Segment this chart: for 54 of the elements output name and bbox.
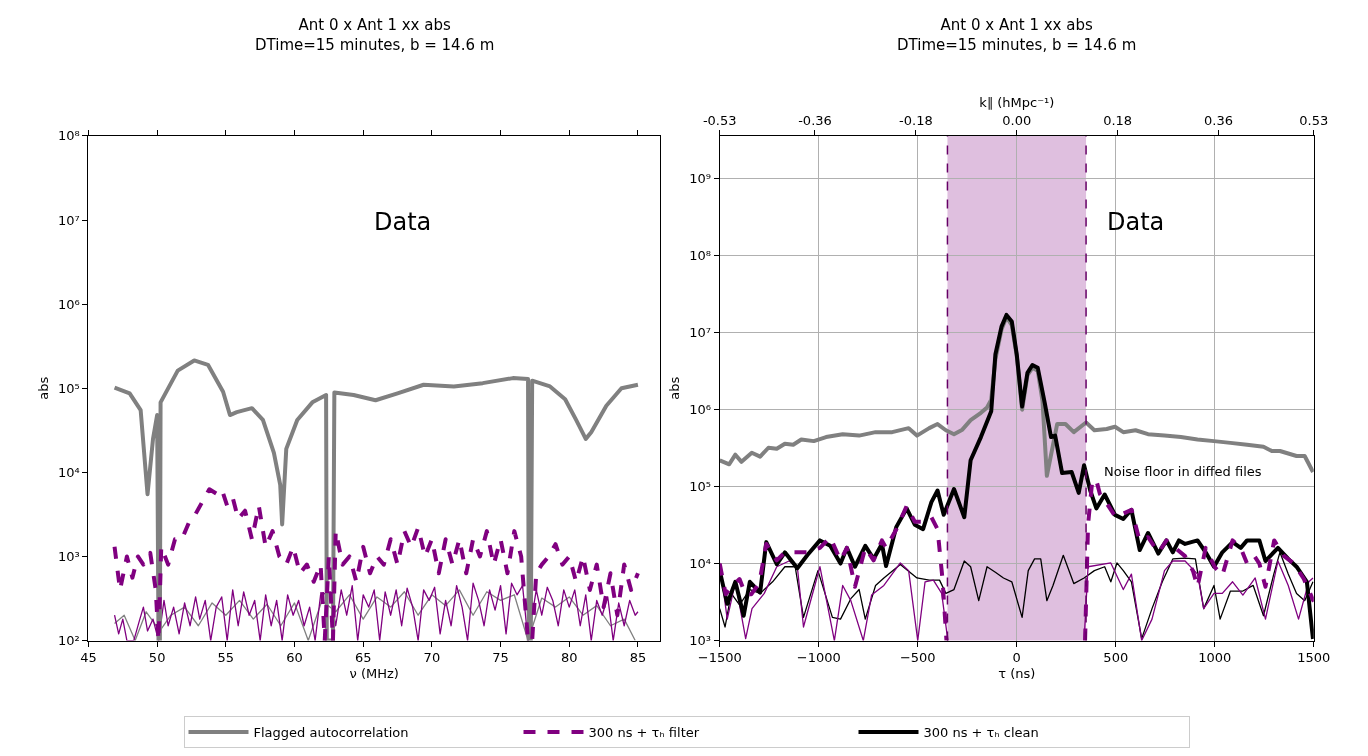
x-tick-label: −1000 [796, 650, 841, 666]
y-tick-label: 10⁹ [689, 171, 712, 187]
y-tick-label: 10⁸ [57, 128, 80, 144]
x-tick-label: 65 [354, 650, 372, 666]
legend-label: Flagged autocorrelation [253, 725, 409, 741]
y-tick-label: 10² [57, 633, 80, 649]
y-tick-label: 10⁴ [689, 556, 712, 572]
y-tick-label: 10⁵ [57, 380, 80, 396]
line-series [112, 487, 640, 641]
x-axis-title: ν (MHz) [349, 665, 399, 681]
x-tick-label: 85 [629, 650, 647, 666]
x-tick-label: 500 [1103, 650, 1129, 666]
y-tick-label: 10⁴ [57, 464, 80, 480]
x-tick-label: 1500 [1297, 650, 1331, 666]
y-tick-label: 10⁷ [689, 325, 712, 341]
x2-tick-label: 0.53 [1299, 112, 1329, 128]
y-tick-label: 10⁶ [689, 402, 712, 418]
chart-title: Ant 0 x Ant 1 xx abs [940, 16, 1093, 34]
annotation: Data [374, 208, 432, 236]
x2-tick-label: 0.00 [1002, 112, 1032, 128]
chart-title: Ant 0 x Ant 1 xx abs [298, 16, 451, 34]
y-tick-label: 10⁷ [57, 212, 80, 228]
x-tick-label: 45 [80, 650, 97, 666]
x2-tick-label: -0.18 [899, 112, 933, 128]
annotation: Noise floor in diffed files [1104, 464, 1262, 479]
y-tick-label: 10⁸ [689, 248, 712, 264]
x-tick-label: 55 [217, 650, 235, 666]
y-tick-label: 10³ [689, 633, 712, 649]
y-axis-title: abs [35, 376, 51, 400]
y-tick-label: 10⁶ [57, 296, 80, 312]
legend-label: 300 ns + τₕ filter [588, 725, 700, 741]
x2-axis-title: k∥ (hMpc⁻¹) [979, 94, 1055, 110]
x-tick-label: 80 [560, 650, 578, 666]
x-tick-label: 60 [286, 650, 303, 666]
y-tick-label: 10³ [57, 549, 80, 564]
x-tick-label: 1000 [1198, 650, 1232, 666]
x-tick-label: −500 [899, 650, 936, 666]
chart-subtitle: DTime=15 minutes, b = 14.6 m [255, 35, 495, 54]
x-tick-label: 75 [492, 650, 509, 666]
annotation: Data [1107, 208, 1165, 236]
x2-tick-label: 0.18 [1103, 112, 1133, 128]
x2-tick-label: -0.53 [702, 112, 737, 128]
x2-tick-label: -0.36 [798, 112, 832, 128]
chart-subtitle: DTime=15 minutes, b = 14.6 m [897, 35, 1137, 54]
x2-tick-label: 0.36 [1204, 112, 1233, 128]
x-tick-label: 70 [423, 650, 441, 666]
x-tick-label: −1500 [697, 650, 742, 666]
y-axis-title: abs [667, 376, 683, 400]
x-tick-label: 50 [148, 650, 166, 666]
x-axis-title: τ (ns) [998, 665, 1036, 681]
y-tick-label: 10⁵ [689, 479, 712, 495]
line-series [112, 358, 640, 641]
legend-label: 300 ns + τₕ clean [923, 725, 1039, 741]
x-tick-label: 0 [1012, 650, 1021, 666]
